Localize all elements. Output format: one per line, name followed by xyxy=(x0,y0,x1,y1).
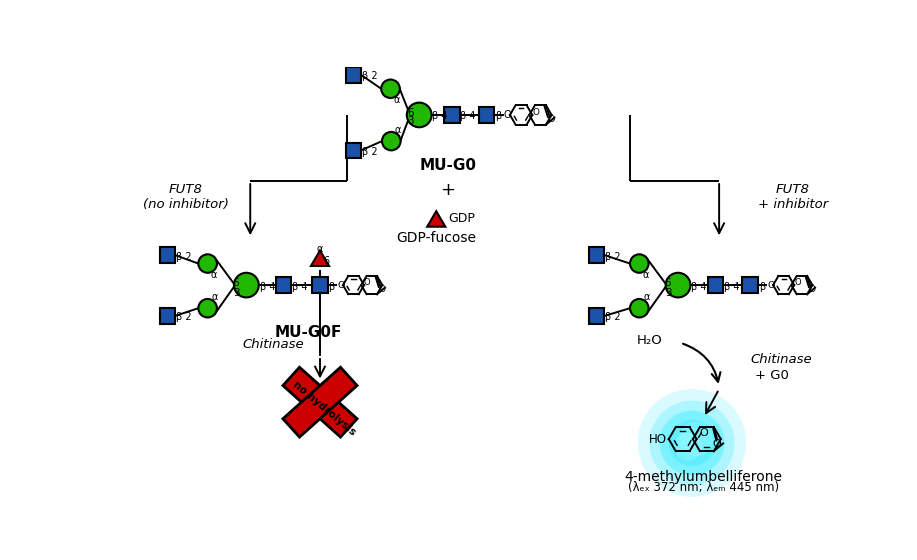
Text: α: α xyxy=(211,270,217,280)
Circle shape xyxy=(407,102,432,127)
Text: 3: 3 xyxy=(233,288,240,298)
Circle shape xyxy=(382,132,401,150)
Text: O: O xyxy=(794,278,801,287)
Circle shape xyxy=(668,420,715,466)
Text: α: α xyxy=(212,292,218,302)
Text: O: O xyxy=(768,281,775,290)
Text: FUT8
(no inhibitor): FUT8 (no inhibitor) xyxy=(143,183,229,211)
Text: O: O xyxy=(503,110,512,120)
Text: β 4: β 4 xyxy=(433,111,447,122)
Bar xyxy=(283,367,357,437)
Text: + G0: + G0 xyxy=(755,368,789,382)
Text: β 4: β 4 xyxy=(460,111,476,122)
Text: β 2: β 2 xyxy=(176,312,192,323)
Text: β: β xyxy=(328,282,335,292)
Text: FUT8
+ inhibitor: FUT8 + inhibitor xyxy=(757,183,828,211)
Text: O: O xyxy=(547,115,555,124)
Circle shape xyxy=(198,299,217,318)
Text: α: α xyxy=(393,95,400,105)
Text: α: α xyxy=(394,124,401,134)
Text: β 4: β 4 xyxy=(293,282,307,292)
Text: α: α xyxy=(316,244,323,254)
Text: 6: 6 xyxy=(407,109,414,118)
Text: MU-G0: MU-G0 xyxy=(419,158,476,173)
Text: β: β xyxy=(758,282,765,292)
Text: O: O xyxy=(713,439,722,449)
Circle shape xyxy=(637,389,746,497)
Text: α: α xyxy=(643,292,649,302)
Bar xyxy=(346,143,361,158)
Text: 4-methylumbelliferone: 4-methylumbelliferone xyxy=(624,470,782,484)
Circle shape xyxy=(679,422,713,456)
Text: O: O xyxy=(378,285,385,295)
Bar xyxy=(346,67,361,82)
Bar xyxy=(313,277,327,293)
Circle shape xyxy=(198,254,217,273)
Circle shape xyxy=(659,410,724,475)
Text: GDP: GDP xyxy=(447,212,475,225)
Polygon shape xyxy=(311,250,329,266)
Text: +: + xyxy=(440,181,456,199)
Text: MU-G0F: MU-G0F xyxy=(275,325,342,340)
Text: O: O xyxy=(699,428,708,438)
Text: (λₑₓ 372 nm; λₑₘ 445 nm): (λₑₓ 372 nm; λₑₘ 445 nm) xyxy=(628,480,779,494)
Bar xyxy=(276,277,292,293)
Text: β 2: β 2 xyxy=(605,312,621,323)
Text: O: O xyxy=(364,278,370,287)
Bar xyxy=(589,248,604,263)
Text: β 2: β 2 xyxy=(362,72,378,81)
Text: β 2: β 2 xyxy=(176,251,192,262)
Text: H₂O: H₂O xyxy=(636,334,662,347)
Text: 6: 6 xyxy=(323,256,329,266)
Text: β 2: β 2 xyxy=(362,147,378,157)
Text: β 4: β 4 xyxy=(724,282,739,292)
Text: 3: 3 xyxy=(665,288,671,298)
Polygon shape xyxy=(427,211,446,227)
Text: GDP-fucose: GDP-fucose xyxy=(396,231,476,245)
Text: α: α xyxy=(643,270,648,280)
Text: β 4: β 4 xyxy=(691,282,707,292)
Bar xyxy=(283,367,357,437)
Text: 6: 6 xyxy=(232,278,239,288)
Bar xyxy=(160,308,175,324)
Circle shape xyxy=(630,299,648,318)
Bar xyxy=(589,308,604,324)
Text: Chitinase: Chitinase xyxy=(750,353,812,366)
Circle shape xyxy=(381,80,400,98)
Circle shape xyxy=(666,273,691,297)
Circle shape xyxy=(630,254,648,273)
Text: O: O xyxy=(532,108,539,116)
Text: β: β xyxy=(495,111,502,122)
Text: Chitinase: Chitinase xyxy=(243,338,304,351)
Text: 6: 6 xyxy=(664,278,670,288)
Bar xyxy=(160,248,175,263)
Bar xyxy=(708,277,723,293)
Bar xyxy=(444,107,459,123)
Circle shape xyxy=(674,433,702,461)
Bar xyxy=(479,107,494,123)
Circle shape xyxy=(649,400,735,486)
Text: O: O xyxy=(337,281,345,290)
Text: β 4: β 4 xyxy=(260,282,275,292)
Text: 3: 3 xyxy=(407,116,414,126)
Text: β 2: β 2 xyxy=(605,251,621,262)
Bar xyxy=(743,277,757,293)
Circle shape xyxy=(234,273,259,297)
Text: no hydrolysis: no hydrolysis xyxy=(291,379,357,437)
Text: HO: HO xyxy=(649,433,668,446)
Text: O: O xyxy=(808,285,815,295)
